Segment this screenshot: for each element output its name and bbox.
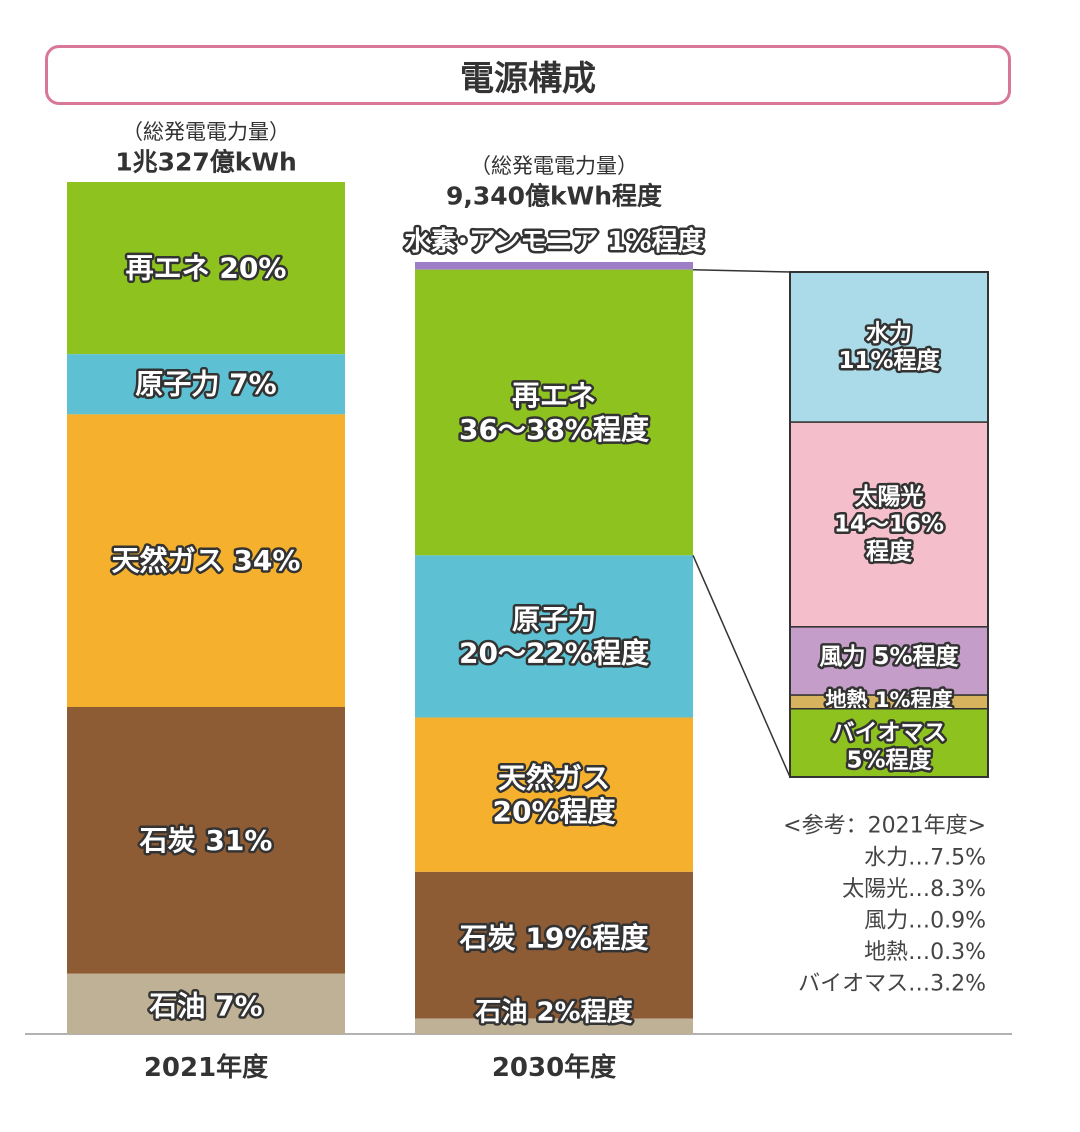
bar-segment-0-4	[67, 973, 345, 1034]
chart-title-box: 電源構成	[45, 45, 1011, 105]
bar-segment-0-1	[67, 354, 345, 415]
reference-title: <参考：2021年度>	[783, 814, 986, 839]
category-label-0: 2021年度	[144, 1052, 268, 1083]
bar-segment-0-2	[67, 414, 345, 707]
breakdown-label-0: 水力 11%程度	[838, 320, 940, 374]
segment-label-1-4: 石炭 19%程度	[459, 921, 649, 954]
bar-segment-1-3	[415, 717, 693, 872]
bar-segment-1-2	[415, 555, 693, 718]
reference-item-4: バイオマス…3.2%	[798, 972, 986, 997]
total-value-0: 1兆327億kWh	[115, 148, 297, 177]
bar-segment-1-0	[415, 262, 693, 270]
total-caption-1: （総発電電力量）	[470, 154, 638, 178]
segment-label-1-3: 天然ガス 20%程度	[492, 761, 615, 828]
segment-label-0-3: 石炭 31%	[139, 824, 273, 857]
chart-title: 電源構成	[460, 58, 596, 99]
breakdown-label-2: 風力 5%程度	[819, 643, 959, 670]
bar-segment-0-0	[67, 182, 345, 355]
breakdown-label-4: バイオマス 5%程度	[832, 720, 947, 774]
reference-item-0: 水力…7.5%	[864, 846, 986, 871]
bar-segment-1-4	[415, 871, 693, 1019]
segment-label-1-5: 石油 2%程度	[474, 997, 632, 1028]
breakdown-segment-1	[789, 421, 989, 628]
segment-label-0-4: 石油 7%	[148, 989, 262, 1022]
segment-label-1-2: 原子力 20～22%程度	[459, 603, 649, 670]
connector-line-top	[692, 268, 791, 273]
breakdown-border	[789, 271, 989, 778]
bar-segment-0-3	[67, 706, 345, 974]
segment-label-0-0: 再エネ 20%	[126, 252, 287, 285]
segment-label-1-1: 再エネ 36～38%程度	[459, 379, 649, 446]
segment-label-0-2: 天然ガス 34%	[112, 544, 301, 577]
reference-item-2: 風力…0.9%	[864, 909, 986, 934]
total-value-1: 9,340億kWh程度	[446, 182, 662, 211]
segment-label-1-0: 水素･アンモニア 1%程度	[404, 226, 703, 257]
reference-item-1: 太陽光…8.3%	[842, 877, 986, 902]
breakdown-segment-2	[789, 626, 989, 696]
bar-segment-1-5	[415, 1018, 693, 1034]
connector-line-bottom	[692, 555, 791, 778]
breakdown-segment-0	[789, 271, 989, 423]
category-label-1: 2030年度	[492, 1052, 616, 1083]
bar-segment-1-1	[415, 269, 693, 556]
breakdown-label-1: 太陽光 14～16%程度	[834, 484, 944, 565]
reference-item-3: 地熱…0.3%	[864, 940, 986, 965]
total-caption-0: （総発電電力量）	[122, 120, 290, 144]
segment-label-0-1: 原子力 7%	[135, 368, 276, 401]
